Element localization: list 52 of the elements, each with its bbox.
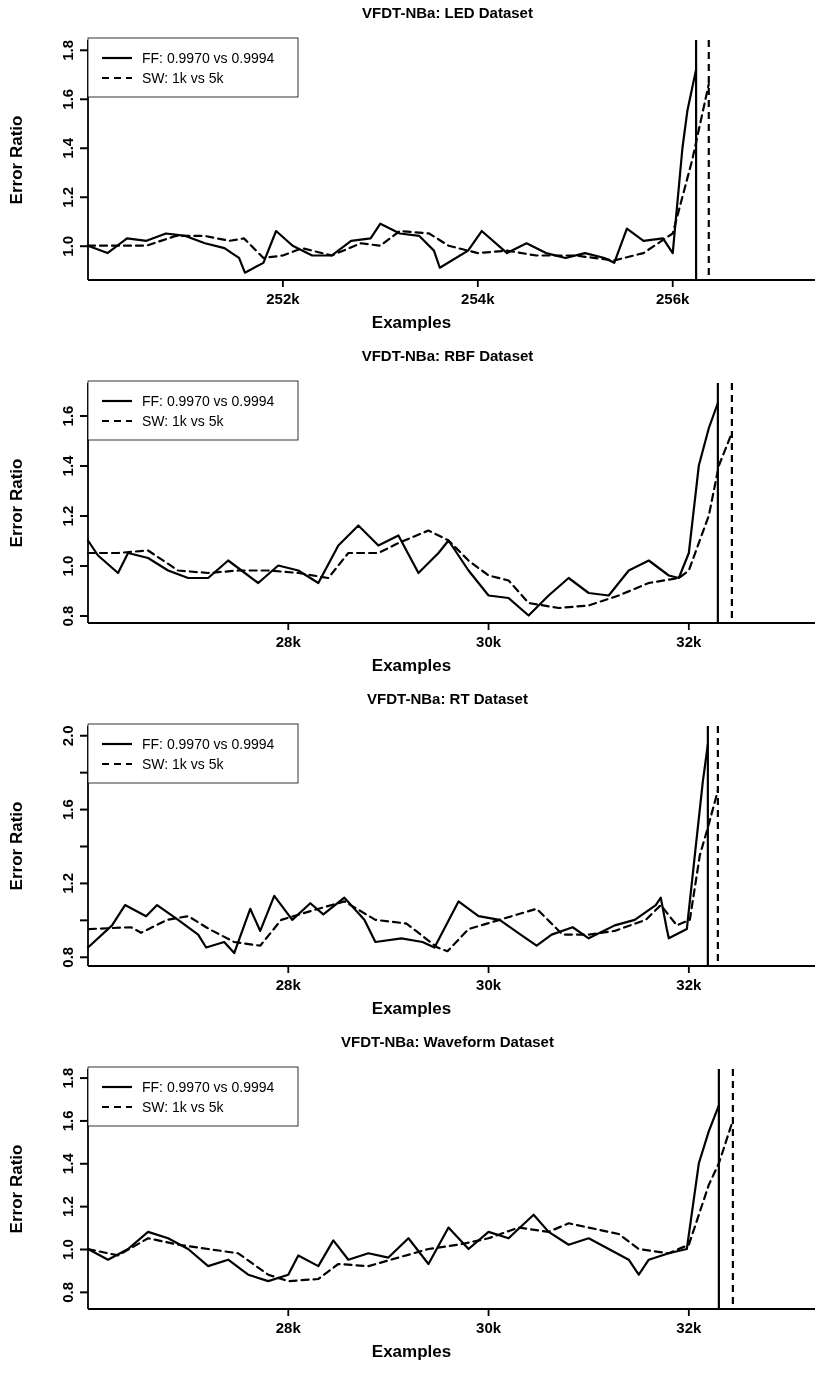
y-tick-label: 0.8 (59, 605, 76, 627)
x-axis-title: Examples (371, 313, 452, 332)
x-tick-label: 28k (275, 1319, 302, 1336)
legend-label: FF: 0.9970 vs 0.9994 (142, 393, 275, 409)
legend-label: SW: 1k vs 5k (142, 70, 225, 86)
y-tick-label: 1.4 (59, 454, 76, 477)
x-tick-label: 28k (275, 976, 302, 993)
x-axis-title: Examples (371, 999, 452, 1018)
x-tick-label: 256k (656, 290, 691, 307)
legend-label: FF: 0.9970 vs 0.9994 (142, 736, 275, 752)
x-tick-label: 30k (476, 976, 502, 993)
y-axis-title: Error Ratio (7, 801, 26, 891)
y-tick-label: 1.4 (59, 1152, 76, 1175)
x-tick-label: 30k (476, 633, 502, 650)
x-tick-label: 28k (275, 633, 302, 650)
legend-label: FF: 0.9970 vs 0.9994 (142, 1079, 275, 1095)
x-axis-title: Examples (371, 1342, 452, 1361)
legend-label: SW: 1k vs 5k (142, 756, 225, 772)
x-tick-label: 252k (266, 290, 301, 307)
x-tick-label: 30k (476, 1319, 502, 1336)
legend-label: SW: 1k vs 5k (142, 1099, 225, 1115)
y-tick-label: 1.2 (59, 186, 76, 208)
chart-title: VFDT-NBa: RT Dataset (367, 690, 528, 707)
y-tick-label: 1.0 (59, 555, 76, 577)
x-tick-label: 32k (676, 633, 702, 650)
x-axis-title: Examples (371, 656, 452, 675)
y-axis-title: Error Ratio (7, 1144, 26, 1234)
legend-label: FF: 0.9970 vs 0.9994 (142, 50, 275, 66)
x-tick-label: 32k (676, 976, 702, 993)
y-tick-label: 0.8 (59, 1281, 76, 1303)
y-tick-label: 1.0 (59, 1239, 76, 1260)
y-axis-title: Error Ratio (7, 115, 26, 205)
legend-label: SW: 1k vs 5k (142, 413, 225, 429)
x-tick-label: 254k (461, 290, 496, 307)
y-axis-title: Error Ratio (7, 458, 26, 548)
y-tick-label: 1.6 (59, 1110, 76, 1132)
y-tick-label: 1.6 (59, 405, 76, 427)
y-tick-label: 1.2 (59, 1196, 76, 1218)
y-tick-label: 1.8 (59, 1067, 76, 1089)
chart-title: VFDT-NBa: Waveform Dataset (341, 1033, 554, 1050)
y-tick-label: 1.6 (59, 88, 76, 110)
y-tick-label: 1.4 (59, 137, 76, 159)
y-tick-label: 1.2 (59, 505, 76, 527)
y-tick-label: 2.0 (59, 725, 76, 747)
y-tick-label: 1.2 (59, 872, 76, 894)
x-tick-label: 32k (676, 1319, 702, 1336)
chart-title: VFDT-NBa: RBF Dataset (361, 347, 534, 364)
chart-title: VFDT-NBa: LED Dataset (362, 4, 533, 21)
y-tick-label: 1.6 (59, 799, 76, 821)
y-tick-label: 0.8 (59, 946, 76, 968)
y-tick-label: 1.0 (59, 235, 76, 257)
y-tick-label: 1.8 (59, 39, 76, 61)
